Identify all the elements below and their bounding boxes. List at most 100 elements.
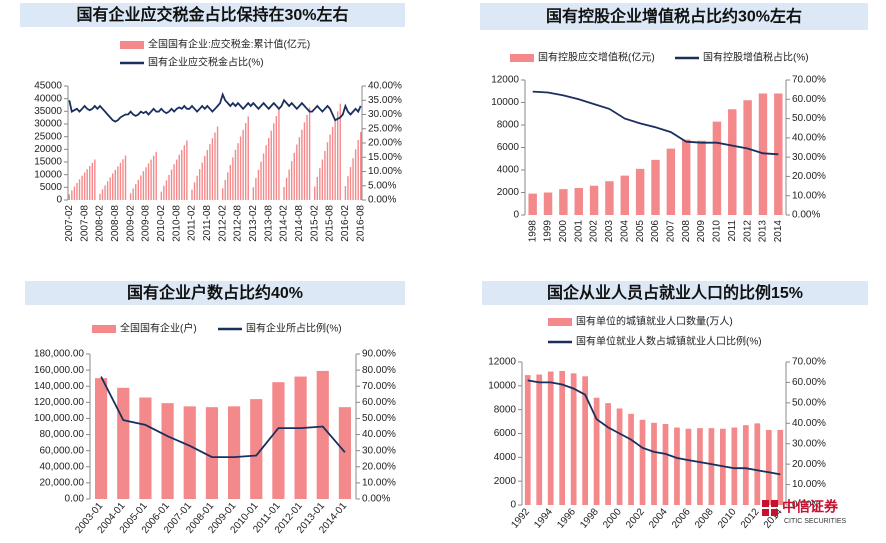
y2-tick-label: 60.00% [792, 377, 826, 388]
y2-tick-label: 70.00% [792, 357, 826, 368]
y2-tick-label: 60.00% [792, 94, 826, 105]
bar [758, 93, 768, 215]
bar [308, 107, 311, 200]
x-tick-label: 2013-08 [263, 205, 274, 242]
legend-label: 全国国有企业:应交税金:累计值(亿元) [148, 38, 310, 51]
x-tick-label: 2011 [727, 220, 738, 242]
y-tick-label: 5000 [40, 182, 63, 193]
logo-icon [762, 500, 769, 507]
bar [204, 155, 206, 200]
bar [129, 193, 132, 200]
x-tick-label: 2000 [601, 506, 624, 530]
x-tick-label: 2013 [758, 220, 769, 243]
bar [257, 169, 260, 200]
bar [674, 427, 680, 505]
bar [666, 148, 676, 215]
bar [71, 190, 73, 200]
line-series [532, 90, 779, 156]
x-tick-label: 2015-08 [325, 205, 336, 242]
bar [244, 123, 247, 200]
x-tick-label: 2012 [739, 506, 762, 530]
x-tick-label: 2016-08 [355, 205, 366, 242]
bar [242, 129, 244, 200]
bar [285, 177, 288, 200]
y-tick-label: 180,000.00 [34, 349, 84, 360]
y-tick-label: 60,000.00 [40, 445, 85, 456]
y2-tick-label: 60.00% [362, 397, 396, 408]
y-tick-label: 10000 [34, 169, 62, 180]
y2-tick-label: 15.00% [368, 152, 402, 163]
bar [83, 172, 86, 200]
x-tick-label: 2013-02 [248, 205, 259, 242]
legend-label: 国有控股增值税占比(%) [703, 51, 809, 64]
y2-tick-label: 0.00% [792, 500, 820, 511]
y-tick-label: 2000 [494, 476, 517, 487]
bar [124, 155, 127, 200]
bar [170, 169, 173, 200]
title-banner [480, 3, 868, 30]
line-series [100, 376, 346, 458]
x-tick-label: 2009 [696, 220, 707, 243]
bar [774, 93, 783, 215]
bar [559, 189, 568, 215]
bar [232, 157, 234, 200]
x-tick-label: 2007-08 [79, 205, 90, 242]
bar [337, 111, 339, 200]
y2-tick-label: 80.00% [362, 365, 396, 376]
bar [106, 181, 109, 200]
chart-title: 国有控股企业增值税占比约30%左右 [546, 7, 802, 26]
y-tick-label: 20,000.00 [40, 478, 85, 489]
bar [216, 126, 219, 200]
bar [589, 185, 599, 215]
bar [303, 122, 306, 200]
x-tick-label: 2002 [624, 506, 647, 530]
bar [89, 165, 91, 200]
chart-title: 国企从业人员占就业人口的比例15% [547, 283, 803, 302]
y2-tick-label: 20.00% [368, 138, 402, 149]
y-tick-label: 30000 [34, 119, 62, 130]
bar [81, 175, 83, 200]
bar [237, 143, 239, 200]
bar [165, 180, 168, 200]
y-tick-label: 0 [56, 195, 62, 206]
bar [651, 159, 660, 215]
chart: 国有企业户数占比约40% 0.00 20,000.00 40,000.00 60,000… [25, 281, 405, 536]
y-tick-label: 2000 [497, 187, 520, 198]
bar [275, 116, 278, 200]
bar [559, 370, 566, 505]
bar [524, 375, 531, 505]
bar [155, 151, 157, 200]
bar [338, 407, 352, 499]
y-tick-label: 12000 [488, 357, 516, 368]
bar [298, 137, 301, 200]
bar [247, 116, 249, 200]
y-tick-label: 45000 [34, 81, 62, 92]
y2-tick-label: 40.00% [792, 132, 826, 143]
bar [191, 189, 193, 200]
y2-tick-label: 5.00% [368, 180, 396, 191]
logo-icon [771, 509, 778, 516]
title-banner [20, 3, 405, 27]
bar [214, 132, 216, 200]
y2-tick-label: 20.00% [792, 171, 826, 182]
bar [685, 428, 692, 505]
bar [163, 185, 165, 200]
bar [112, 173, 114, 200]
bar [605, 181, 614, 215]
bar [183, 145, 186, 200]
legend-swatch [120, 41, 144, 49]
bar [137, 179, 140, 200]
y2-tick-label: 10.00% [792, 479, 826, 490]
bar [117, 166, 119, 200]
bar [86, 169, 88, 200]
bar [198, 169, 201, 200]
x-tick-label: 2010 [716, 506, 739, 530]
bar [712, 121, 722, 215]
x-tick-label: 2006 [670, 506, 693, 530]
bar [91, 162, 93, 200]
y-tick-label: 4000 [494, 452, 517, 463]
y2-tick-label: 30.00% [362, 445, 396, 456]
bar [344, 186, 347, 200]
bar [651, 422, 657, 505]
